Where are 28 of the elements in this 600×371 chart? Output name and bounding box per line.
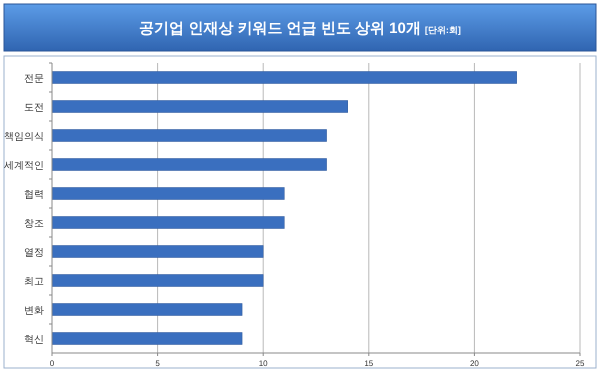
y-tick-label: 변화	[24, 306, 44, 316]
bar	[52, 158, 327, 171]
chart-subtitle: [단위:회]	[424, 25, 461, 35]
y-tick-label: 책임의식	[4, 132, 44, 142]
bar	[52, 216, 285, 229]
y-tick-label: 열정	[24, 248, 44, 258]
bar	[52, 100, 348, 113]
bar	[52, 187, 285, 200]
x-tick-label: 15	[364, 359, 374, 368]
y-tick-label: 창조	[24, 218, 44, 230]
y-tick-label: 전문	[24, 74, 44, 84]
bar	[52, 71, 517, 84]
x-tick-label: 10	[258, 359, 268, 368]
chart-title: 공기업 인재상 키워드 언급 빈도 상위 10개	[139, 20, 421, 37]
y-tick-label: 협력	[24, 190, 44, 200]
bar	[52, 274, 264, 287]
x-tick-label: 20	[470, 359, 480, 368]
bar	[52, 129, 327, 142]
y-tick-label: 도전	[24, 102, 44, 114]
y-tick-label: 세계적인	[4, 160, 44, 172]
x-tick-label: 25	[576, 359, 585, 368]
y-tick-label: 최고	[24, 276, 44, 288]
bar	[52, 303, 242, 316]
x-tick-label: 5	[155, 359, 160, 368]
x-tick-label: 0	[50, 359, 55, 368]
y-tick-label: 혁신	[24, 334, 44, 346]
bar	[52, 245, 264, 258]
bar	[52, 332, 242, 345]
